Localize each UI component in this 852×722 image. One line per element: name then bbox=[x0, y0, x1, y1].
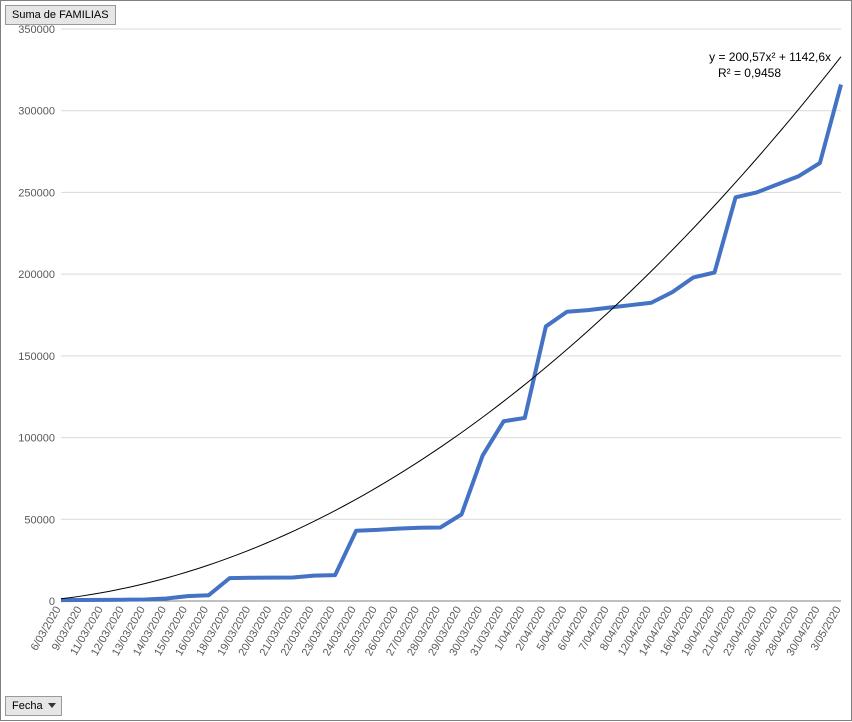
svg-text:300000: 300000 bbox=[18, 106, 55, 118]
svg-text:350000: 350000 bbox=[18, 24, 55, 36]
svg-text:y = 200,57x² + 1142,6x: y = 200,57x² + 1142,6x bbox=[709, 50, 831, 64]
line-chart: 0500001000001500002000002500003000003500… bbox=[1, 1, 852, 722]
svg-text:50000: 50000 bbox=[24, 514, 55, 526]
pivot-axis-label: Fecha bbox=[12, 700, 43, 712]
pivot-values-label: Suma de FAMILIAS bbox=[12, 9, 109, 21]
svg-text:150000: 150000 bbox=[18, 351, 55, 363]
dropdown-icon bbox=[48, 703, 56, 708]
chart-container: Suma de FAMILIAS 05000010000015000020000… bbox=[0, 0, 852, 721]
svg-text:200000: 200000 bbox=[18, 269, 55, 281]
svg-text:250000: 250000 bbox=[18, 187, 55, 199]
pivot-axis-button[interactable]: Fecha bbox=[5, 696, 62, 716]
pivot-values-button[interactable]: Suma de FAMILIAS bbox=[5, 5, 116, 25]
svg-text:100000: 100000 bbox=[18, 433, 55, 445]
svg-text:R² = 0,9458: R² = 0,9458 bbox=[718, 66, 781, 80]
